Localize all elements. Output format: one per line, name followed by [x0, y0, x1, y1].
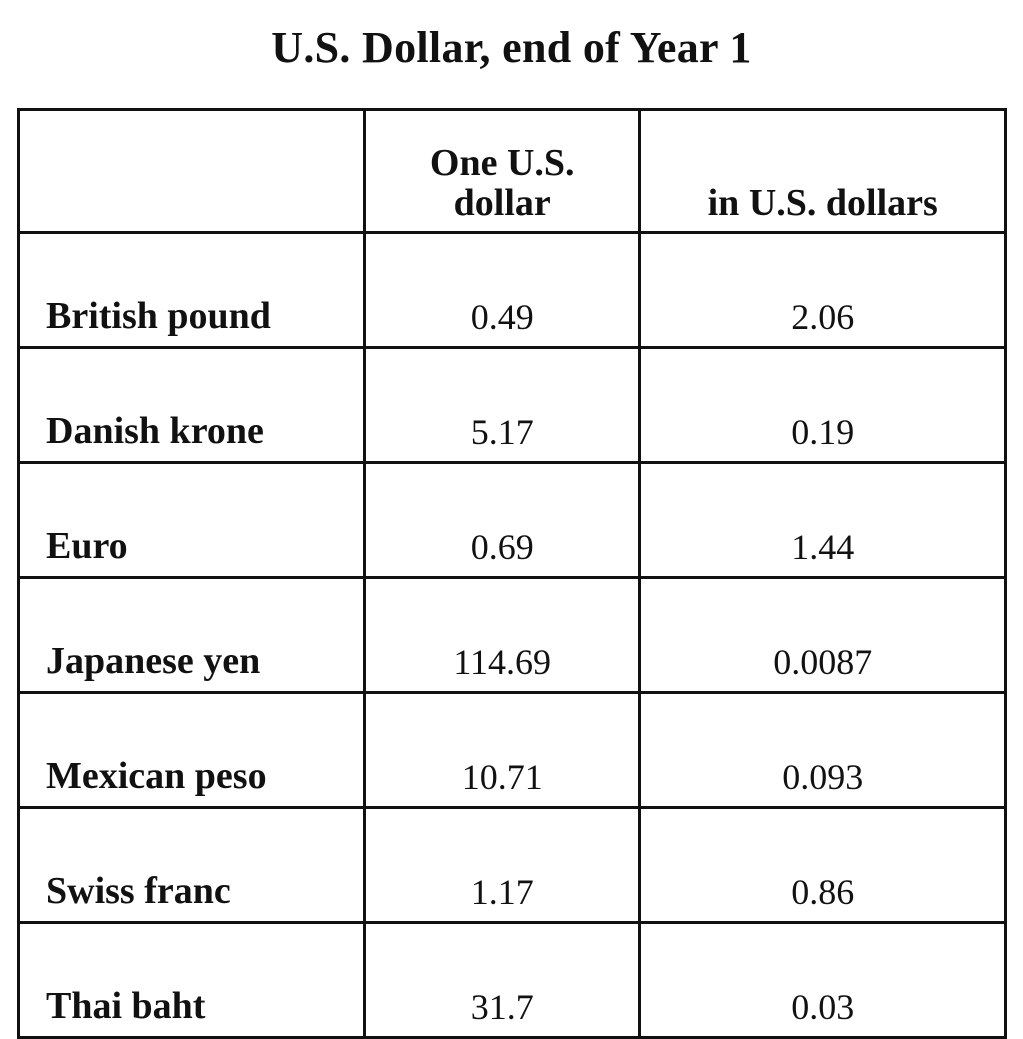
header-one-usd-text: One U.S. dollar	[429, 142, 575, 224]
table-row: Swiss franc 1.17 0.86	[16, 806, 1007, 924]
table-row: Euro 0.69 1.44	[16, 461, 1007, 579]
header-row: One U.S. dollar in U.S. dollars	[16, 108, 1007, 234]
table-row: British pound 0.49 2.06	[16, 231, 1007, 349]
per-usd-cell: 10.71	[363, 691, 642, 809]
header-currency	[16, 108, 367, 234]
currency-cell: Mexican peso	[16, 691, 367, 809]
in-usd-cell: 1.44	[638, 461, 1007, 579]
in-usd-cell: 0.0087	[638, 576, 1007, 694]
table-row: Danish krone 5.17 0.19	[16, 346, 1007, 464]
in-usd-cell: 0.19	[638, 346, 1007, 464]
per-usd-cell: 0.49	[363, 231, 642, 349]
currency-cell: British pound	[16, 231, 367, 349]
table-row: Thai baht 31.7 0.03	[16, 921, 1007, 1039]
currency-cell: Danish krone	[16, 346, 367, 464]
currency-cell: Euro	[16, 461, 367, 579]
exchange-rate-table: One U.S. dollar in U.S. dollars British …	[16, 108, 1007, 1039]
header-in-usd: in U.S. dollars	[638, 108, 1007, 234]
per-usd-cell: 0.69	[363, 461, 642, 579]
per-usd-cell: 5.17	[363, 346, 642, 464]
per-usd-cell: 114.69	[363, 576, 642, 694]
header-one-usd: One U.S. dollar	[363, 108, 642, 234]
currency-cell: Japanese yen	[16, 576, 367, 694]
per-usd-cell: 31.7	[363, 921, 642, 1039]
table-row: Mexican peso 10.71 0.093	[16, 691, 1007, 809]
table-title: U.S. Dollar, end of Year 1	[271, 23, 752, 72]
currency-cell: Thai baht	[16, 921, 367, 1039]
currency-cell: Swiss franc	[16, 806, 367, 924]
per-usd-cell: 1.17	[363, 806, 642, 924]
in-usd-cell: 0.03	[638, 921, 1007, 1039]
table-row: Japanese yen 114.69 0.0087	[16, 576, 1007, 694]
in-usd-cell: 0.093	[638, 691, 1007, 809]
in-usd-cell: 0.86	[638, 806, 1007, 924]
in-usd-cell: 2.06	[638, 231, 1007, 349]
